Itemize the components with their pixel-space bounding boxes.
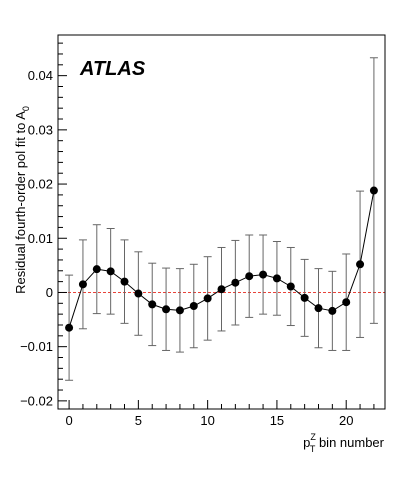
- axis-ticks: −0.02 −0.01 0 0.01 0.02 0.03 0.04 0 5 10 15 20: [20, 42, 375, 428]
- data-point: [92, 265, 101, 274]
- y-tick-label: 0: [46, 285, 53, 300]
- data-point: [300, 293, 309, 302]
- data-point: [65, 323, 74, 332]
- y-tick-label: 0.01: [28, 231, 53, 246]
- y-tick-label: 0.03: [28, 122, 53, 137]
- data-point: [328, 306, 337, 315]
- x-axis-label-suffix: bin number: [315, 435, 384, 450]
- data-point: [78, 280, 87, 289]
- data-point: [162, 305, 171, 314]
- data-point: [342, 298, 351, 307]
- data-point: [217, 285, 226, 294]
- x-tick-label: 20: [339, 413, 353, 428]
- data-point: [120, 277, 129, 286]
- data-point: [286, 282, 295, 291]
- data-point: [203, 294, 212, 303]
- experiment-label: ATLAS: [79, 58, 146, 80]
- data-point: [189, 302, 198, 311]
- y-tick-label: −0.01: [20, 339, 53, 354]
- data-point: [314, 304, 323, 313]
- y-tick-label: 0.02: [28, 177, 53, 192]
- x-axis-label: pZ T bin number: [303, 432, 385, 454]
- y-tick-label: 0.04: [28, 68, 53, 83]
- data-point: [231, 278, 240, 287]
- x-tick-label: 10: [200, 413, 214, 428]
- x-axis-label-base: p: [303, 435, 310, 450]
- x-tick-label: 0: [65, 413, 72, 428]
- plot-frame: [57, 34, 386, 410]
- data-point: [134, 289, 143, 298]
- data-point: [259, 270, 268, 279]
- y-tick-label: −0.02: [20, 393, 53, 408]
- data-points: [65, 186, 378, 332]
- y-axis-label-subscript: 0: [21, 106, 31, 111]
- data-point: [106, 267, 115, 276]
- data-point: [356, 260, 365, 269]
- x-tick-label: 5: [135, 413, 142, 428]
- data-point: [369, 186, 378, 195]
- data-point: [175, 306, 184, 315]
- x-axis-label-subscript: T: [310, 444, 316, 454]
- data-point: [245, 272, 254, 281]
- x-tick-label: 15: [270, 413, 284, 428]
- data-point: [272, 274, 281, 283]
- data-point: [148, 300, 157, 309]
- y-axis-label: Residual fourth-order pol fit to A0: [13, 106, 31, 294]
- x-axis-label-superscript: Z: [310, 432, 316, 442]
- y-axis-label-text: Residual fourth-order pol fit to A: [13, 111, 28, 294]
